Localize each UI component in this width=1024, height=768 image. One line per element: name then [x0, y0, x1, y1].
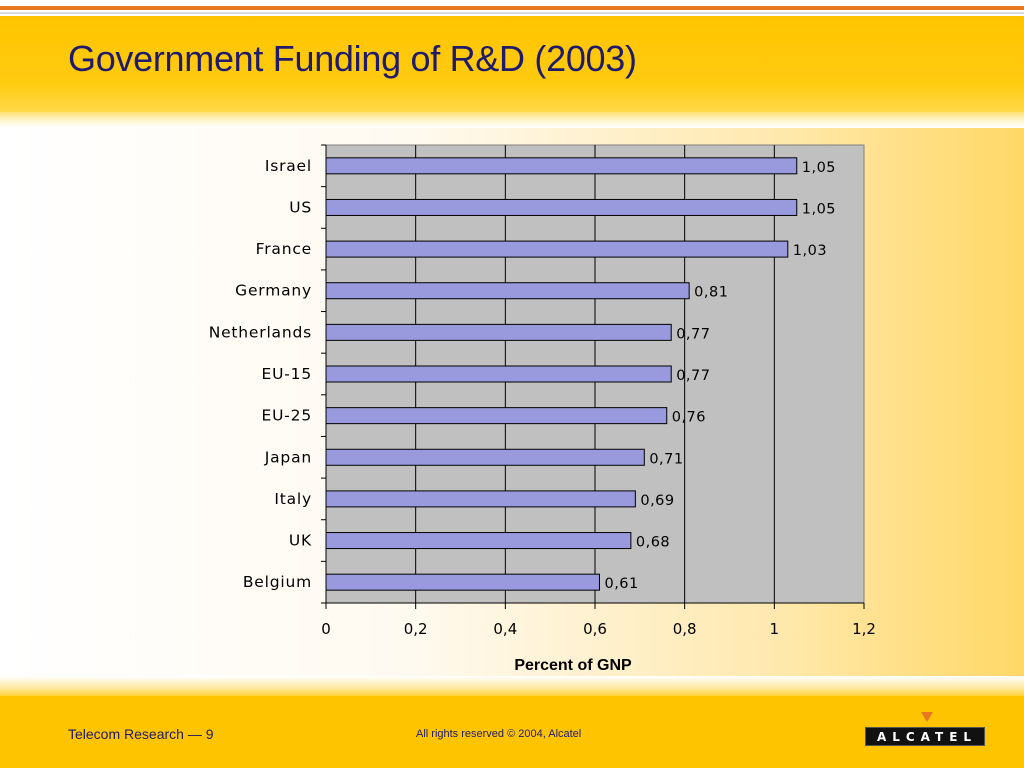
data-label: 0,77 — [676, 368, 710, 384]
bar — [325, 198, 798, 216]
bar — [325, 490, 636, 508]
bar — [325, 365, 672, 383]
data-label: 0,77 — [676, 326, 710, 342]
data-label: 0,76 — [672, 410, 706, 426]
bar — [325, 157, 798, 175]
bar — [325, 282, 690, 300]
data-label: 0,69 — [640, 493, 674, 509]
x-tick-label: 0,8 — [673, 620, 697, 638]
bar — [325, 240, 789, 258]
category-label: Germany — [235, 282, 312, 300]
footer-page-label: Telecom Research — 9 — [68, 726, 214, 742]
category-label: EU-25 — [262, 407, 312, 425]
bars — [325, 157, 798, 591]
x-tick-label: 0,2 — [404, 620, 428, 638]
x-tick-label: 1,2 — [852, 620, 876, 638]
category-label: US — [289, 198, 312, 216]
category-label: Israel — [265, 157, 312, 175]
bar — [325, 573, 600, 591]
data-label: 1,03 — [793, 243, 827, 259]
bar — [325, 407, 668, 425]
category-label: France — [256, 240, 312, 258]
header-band — [0, 16, 1024, 112]
data-label: 0,81 — [694, 285, 728, 301]
footer-fade — [0, 676, 1024, 696]
x-tick-label: 1 — [770, 620, 780, 638]
category-label: Japan — [264, 448, 312, 466]
category-label: EU-15 — [262, 365, 312, 383]
x-tick-label: 0 — [321, 620, 331, 638]
slide-title: Government Funding of R&D (2003) — [68, 38, 637, 79]
category-label: Belgium — [243, 573, 312, 591]
data-label: 0,68 — [636, 535, 670, 551]
data-label: 0,71 — [649, 451, 683, 467]
x-tick-label: 0,6 — [583, 620, 607, 638]
bar — [325, 532, 632, 550]
footer-copyright: All rights reserved © 2004, Alcatel — [416, 728, 582, 740]
alcatel-logo: ALCATEL — [865, 727, 985, 746]
top-orange-rule — [0, 6, 1024, 10]
footer-band — [0, 696, 1024, 768]
category-label: UK — [289, 532, 312, 550]
logo-arrow-icon — [921, 712, 933, 722]
bar — [325, 323, 672, 341]
x-tick-label: 0,4 — [493, 620, 517, 638]
data-label: 1,05 — [802, 201, 836, 217]
bar — [325, 448, 645, 466]
data-label: 1,05 — [802, 160, 836, 176]
category-label: Italy — [274, 490, 312, 508]
data-label: 0,61 — [604, 576, 638, 592]
top-gray-rule — [0, 12, 1024, 14]
header-fade — [0, 112, 1024, 128]
x-axis-title: Percent of GNP — [514, 657, 632, 674]
category-label: Netherlands — [209, 323, 312, 341]
axes — [321, 144, 865, 609]
